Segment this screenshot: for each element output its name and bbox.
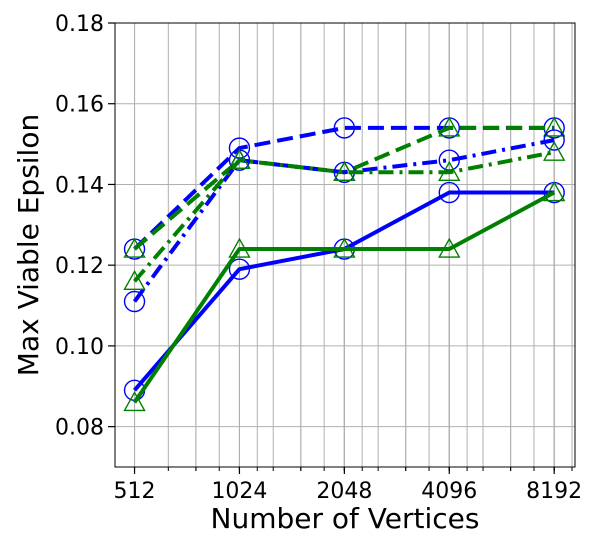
data-point [333, 237, 356, 258]
y-tick-label: 0.08 [55, 416, 104, 441]
x-tick-label: 2048 [316, 479, 372, 504]
y-tick-label: 0.12 [55, 254, 104, 279]
data-point [438, 116, 461, 137]
series-6 [123, 140, 566, 291]
axis-ticks: 512 1024 2048 4096 8192 0.08 0.10 0.12 0.14 0.16 0… [55, 12, 582, 504]
data-point [542, 116, 566, 137]
y-tick-label: 0.14 [55, 173, 104, 198]
data-point [228, 237, 251, 258]
y-tick-label: 0.18 [55, 12, 104, 37]
series-2 [123, 181, 566, 412]
plot-frame [114, 22, 576, 468]
series-layer [123, 116, 566, 412]
y-tick-label: 0.16 [55, 93, 104, 118]
data-point [123, 290, 146, 313]
data-point [123, 390, 146, 412]
x-tick-label: 512 [114, 479, 156, 504]
data-point [438, 149, 460, 171]
data-point [438, 160, 461, 182]
data-point [123, 237, 146, 258]
data-point [228, 137, 251, 159]
data-point [438, 181, 460, 204]
series-line [132, 138, 555, 303]
data-point [542, 140, 566, 161]
data-point [542, 181, 566, 202]
data-point [333, 117, 356, 139]
y-tick-label: 0.10 [55, 335, 104, 360]
x-tick-label: 4096 [421, 479, 477, 504]
data-point [228, 148, 251, 169]
series-line [132, 190, 556, 404]
data-point [543, 129, 565, 151]
data-point [438, 237, 461, 258]
x-tick-label: 8192 [526, 479, 582, 504]
grid [115, 22, 575, 467]
data-point [333, 160, 356, 182]
x-tick-label: 1024 [211, 479, 267, 504]
x-axis-title: Number of Vertices [211, 502, 480, 535]
y-axis-title: Max Viable Epsilon [12, 114, 45, 376]
data-point [228, 258, 251, 280]
data-point [123, 269, 146, 291]
